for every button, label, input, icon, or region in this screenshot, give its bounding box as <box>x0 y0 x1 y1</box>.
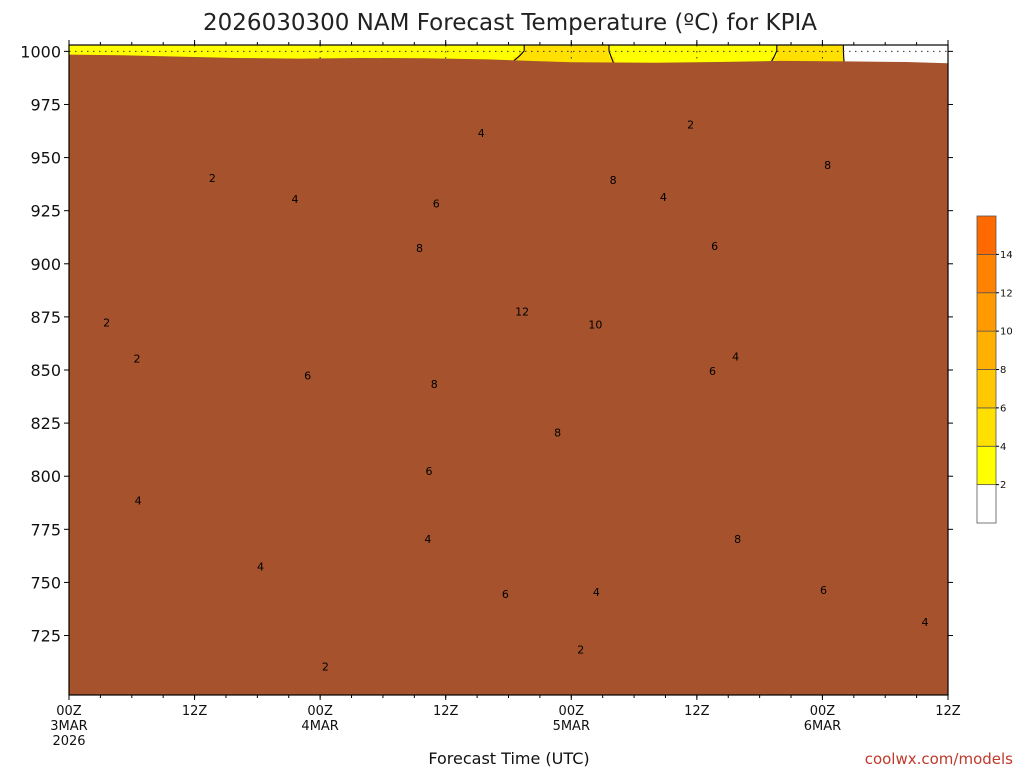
contour-label: 4 <box>593 586 600 599</box>
contour-label: 4 <box>292 193 299 206</box>
temperature-cell <box>615 57 772 64</box>
x-tick-label: 12Z <box>935 704 961 719</box>
colorbar-label: 12 <box>1000 288 1013 299</box>
contour-label: 4 <box>660 191 667 204</box>
y-tick-label: 975 <box>30 95 61 114</box>
contour-label: 8 <box>416 242 423 255</box>
colorbar-swatch <box>976 484 997 524</box>
contour-label: 2 <box>209 172 216 185</box>
contour-label: 4 <box>424 533 431 546</box>
contour-label: 2 <box>577 643 584 656</box>
contour-label: 6 <box>425 465 432 478</box>
x-tick-label: 12Z <box>684 704 710 719</box>
colorbar-swatch <box>976 253 997 294</box>
colorbar-swatch <box>976 215 997 255</box>
contour-label: 8 <box>431 378 438 391</box>
colorbar-swatch <box>976 292 997 332</box>
colorbar-swatch <box>976 330 997 370</box>
x-tick-label: 00Z 3MAR 2026 <box>50 704 87 749</box>
temperature-cell <box>69 51 520 58</box>
colorbar-swatch <box>976 369 997 409</box>
x-tick-label: 00Z 4MAR <box>301 704 338 734</box>
temperature-cell <box>777 45 844 52</box>
credit-text: coolwx.com/models <box>865 750 1013 768</box>
ground-surface <box>69 54 948 695</box>
temperature-cell <box>771 57 844 64</box>
y-tick-label: 775 <box>30 520 61 539</box>
y-tick-label: 750 <box>30 573 61 592</box>
contour-label: 6 <box>711 240 718 253</box>
chart-title: 2026030300 NAM Forecast Temperature (ºC)… <box>203 10 817 36</box>
colorbar-label: 4 <box>1000 442 1006 453</box>
contour-label: 4 <box>478 127 485 140</box>
temperature-cell <box>525 45 610 52</box>
contour-label: 12 <box>515 306 529 319</box>
temperature-cell <box>609 45 778 52</box>
contour-label: 6 <box>820 584 827 597</box>
colorbar-label: 2 <box>1000 480 1006 491</box>
x-tick-label: 12Z <box>433 704 459 719</box>
y-tick-label: 875 <box>30 308 61 327</box>
contour-label: 8 <box>554 427 561 440</box>
temperature-cell <box>513 57 616 64</box>
y-tick-label: 850 <box>30 361 61 380</box>
colorbar-swatch <box>976 445 997 486</box>
colorbar-swatch <box>976 407 997 447</box>
contour-label: 2 <box>322 660 329 673</box>
temperature-cell <box>519 51 610 58</box>
colorbar-label: 14 <box>1000 250 1013 261</box>
contour-label: 6 <box>709 365 716 378</box>
y-tick-label: 725 <box>30 627 61 646</box>
x-axis-label: Forecast Time (UTC) <box>428 749 589 768</box>
y-tick-label: 925 <box>30 202 61 221</box>
colorbar-label: 10 <box>1000 327 1013 338</box>
contour-label: 4 <box>257 561 264 574</box>
contour-label: 2 <box>134 352 141 365</box>
contour-label: 4 <box>135 495 142 508</box>
temperature-cell <box>609 51 778 58</box>
temperature-cell <box>777 51 844 58</box>
contour-label: 10 <box>588 318 602 331</box>
y-tick-label: 900 <box>30 255 61 274</box>
y-tick-label: 800 <box>30 467 61 486</box>
y-tick-label: 1000 <box>20 42 61 61</box>
y-tick-label: 825 <box>30 414 61 433</box>
temperature-field: 2 2 4 4 6 4 6 4 8 4 6 8 8 6 2 6 4 2 12 10 8 6 6 4 2 8 4 8 4 2 <box>69 45 948 695</box>
colorbar: 2 4 6 8 10 12 14 <box>976 215 1013 524</box>
contour-label: 8 <box>734 533 741 546</box>
colorbar-label: 6 <box>1000 403 1006 414</box>
temperature-cell <box>69 45 526 52</box>
contour-label: 4 <box>732 350 739 363</box>
contour-label: 8 <box>824 159 831 172</box>
x-tick-label: 00Z 5MAR <box>553 704 590 734</box>
plot-area: 2 2 4 4 6 4 6 4 8 4 6 8 8 6 2 6 4 2 12 10 8 6 6 4 2 8 4 8 4 2 725 750 77… <box>20 40 961 749</box>
contour-label: 6 <box>304 369 311 382</box>
colorbar-label: 8 <box>1000 365 1006 376</box>
contour-label: 2 <box>687 119 694 132</box>
x-tick-label: 00Z 6MAR <box>804 704 841 734</box>
contour-label: 2 <box>103 316 110 329</box>
contour-label: 8 <box>610 174 617 187</box>
contour-label: 6 <box>502 588 509 601</box>
contour-label: 4 <box>921 616 928 629</box>
y-tick-label: 950 <box>30 149 61 168</box>
x-tick-label: 12Z <box>182 704 208 719</box>
contour-label: 6 <box>433 197 440 210</box>
